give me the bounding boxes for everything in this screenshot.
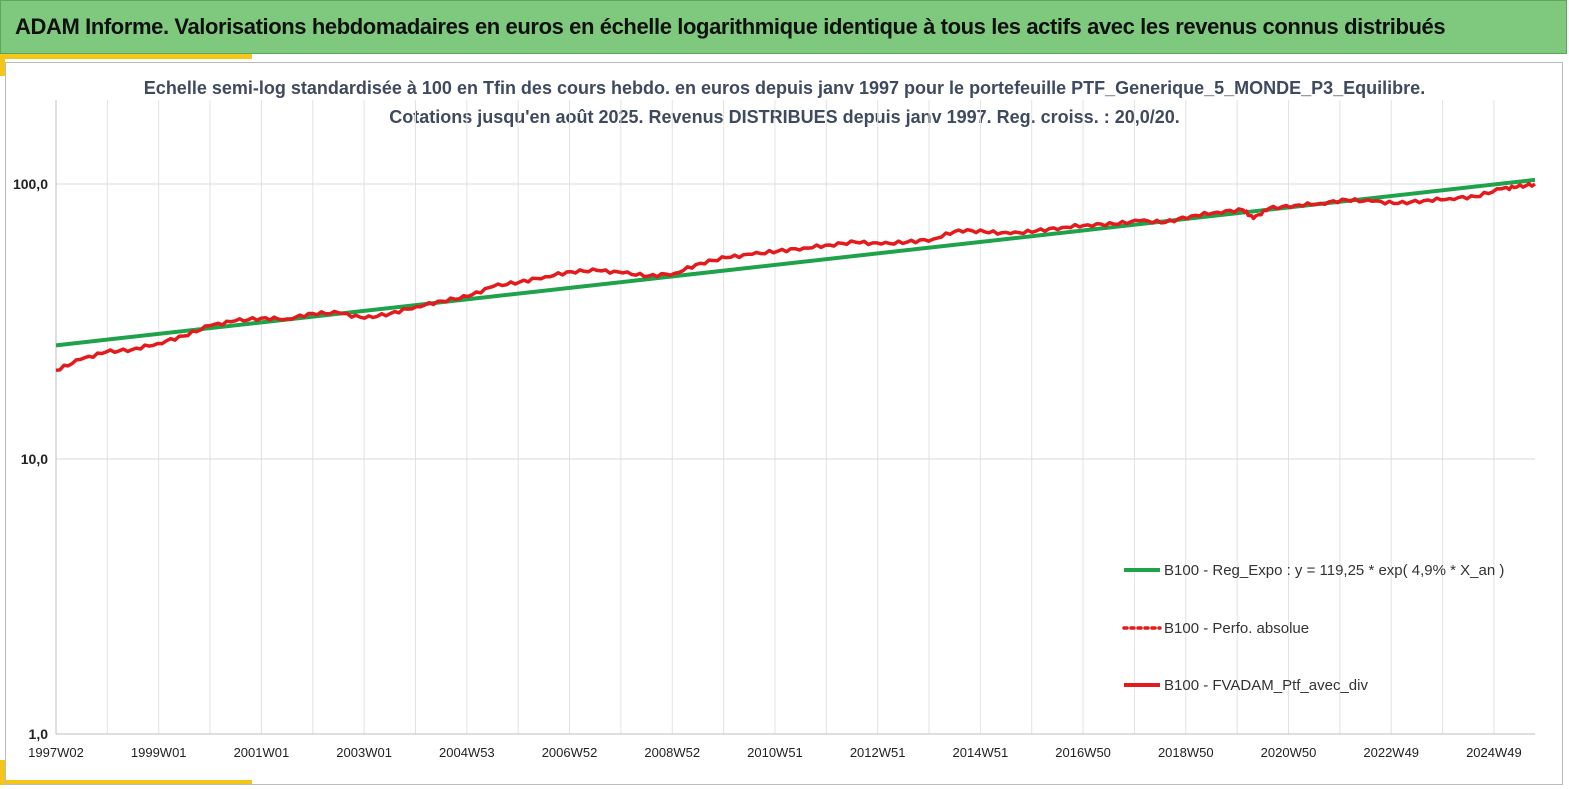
x-tick-label: 1999W01 (131, 745, 187, 760)
accent-bar-bottom (0, 780, 252, 785)
x-tick-label: 2003W01 (336, 745, 392, 760)
x-tick-label: 2016W50 (1055, 745, 1111, 760)
legend-label: B100 - FVADAM_Ptf_avec_div (1164, 677, 1368, 694)
x-tick-label: 2006W52 (542, 745, 598, 760)
legend-label: B100 - Reg_Expo : y = 119,25 * exp( 4,9%… (1164, 562, 1504, 579)
x-tick-label: 2012W51 (850, 745, 906, 760)
x-tick-label: 2022W49 (1363, 745, 1419, 760)
y-tick-label: 10,0 (21, 451, 48, 467)
header-banner: ADAM Informe. Valorisations hebdomadaire… (0, 0, 1567, 54)
banner-title: ADAM Informe. Valorisations hebdomadaire… (15, 14, 1446, 39)
x-tick-label: 2024W49 (1466, 745, 1522, 760)
x-tick-label: 2001W01 (234, 745, 290, 760)
x-tick-label: 2010W51 (747, 745, 803, 760)
series-line-fvadam (55, 181, 1537, 373)
accent-corner-top (0, 54, 5, 76)
x-tick-label: 1997W02 (28, 745, 84, 760)
chart-frame (5, 62, 1563, 785)
accent-bar-top (0, 54, 252, 59)
x-tick-label: 2004W53 (439, 745, 495, 760)
x-tick-label: 2018W50 (1158, 745, 1214, 760)
x-tick-label: 2014W51 (953, 745, 1009, 760)
chart-subtitle: Cotations jusqu'en août 2025. Revenus DI… (389, 107, 1180, 127)
x-tick-label: 2008W52 (644, 745, 700, 760)
legend-label: B100 - Perfo. absolue (1164, 620, 1309, 637)
chart-title: Echelle semi-log standardisée à 100 en T… (143, 78, 1426, 98)
y-tick-label: 1,0 (29, 726, 49, 742)
accent-corner-bottom (0, 760, 5, 785)
y-tick-label: 100,0 (13, 176, 48, 192)
x-tick-label: 2020W50 (1261, 745, 1317, 760)
